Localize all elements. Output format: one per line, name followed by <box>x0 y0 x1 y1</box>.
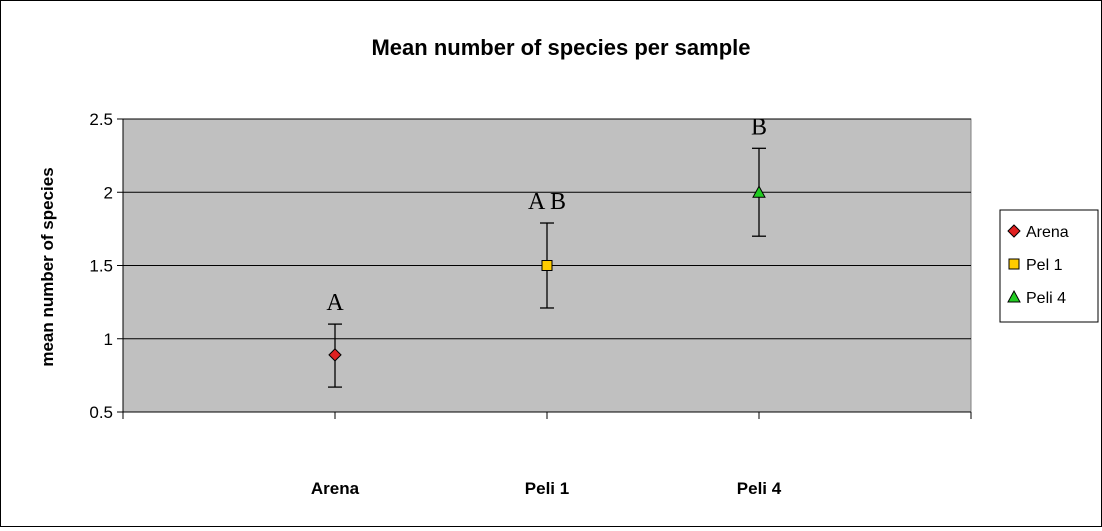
legend-marker <box>1007 224 1021 238</box>
legend-marker <box>1008 258 1020 270</box>
y-axis-label: mean number of species <box>38 167 57 366</box>
data-point <box>541 260 553 271</box>
y-tick-label: 2 <box>104 183 113 202</box>
x-tick-label: Peli 4 <box>737 479 782 498</box>
legend-item: Arena <box>1007 224 1069 241</box>
legend-item: Pel 1 <box>1008 257 1063 274</box>
y-ticks: 0.5 1 1.5 2 2.5 <box>89 110 123 422</box>
data-marks: A A B B <box>326 114 767 388</box>
y-tick-label: 2.5 <box>89 110 113 129</box>
y-tick-label: 1 <box>104 330 113 349</box>
legend-item: Peli 4 <box>1007 289 1066 307</box>
x-tick-label: Peli 1 <box>525 479 569 498</box>
series-arena: A <box>326 290 344 388</box>
series-pel-1: A B <box>528 189 566 309</box>
legend-label: Peli 4 <box>1026 290 1066 307</box>
data-point <box>328 348 342 362</box>
legend: Arena Pel 1 Peli 4 <box>999 209 1099 323</box>
chart-title: Mean number of species per sample <box>371 35 750 60</box>
x-ticks: Arena Peli 1 Peli 4 <box>122 412 972 498</box>
significance-label: A B <box>528 189 566 215</box>
y-tick-label: 1.5 <box>89 257 113 276</box>
significance-label: B <box>751 114 767 140</box>
legend-label: Pel 1 <box>1026 257 1063 274</box>
significance-label: A <box>326 290 344 316</box>
legend-marker <box>1007 289 1021 303</box>
data-point <box>752 185 766 198</box>
series-peli-4: B <box>751 114 767 237</box>
y-tick-label: 0.5 <box>89 403 113 422</box>
x-tick-label: Arena <box>311 479 360 498</box>
legend-label: Arena <box>1026 224 1069 241</box>
